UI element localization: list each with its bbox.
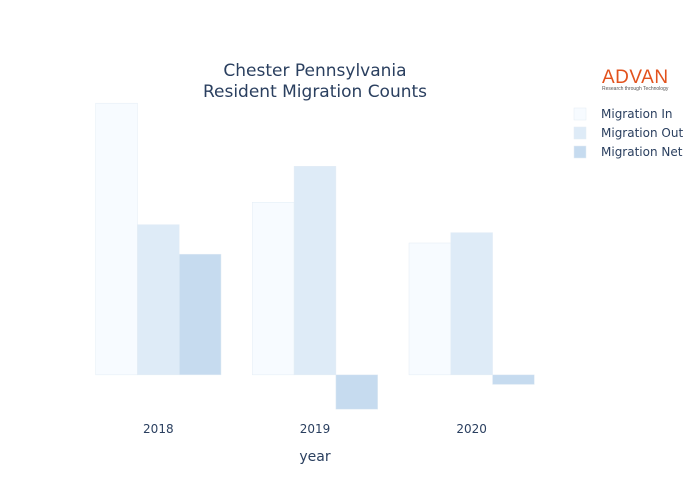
chart-title-line-1: Chester Pennsylvania bbox=[223, 61, 406, 81]
chart-title: Chester Pennsylvania Resident Migration … bbox=[203, 61, 427, 102]
legend-item[interactable]: Migration Net bbox=[573, 145, 683, 159]
bar-migration-in-2018 bbox=[95, 102, 138, 376]
legend-swatch bbox=[573, 126, 587, 140]
chart-title-line-2: Resident Migration Counts bbox=[203, 82, 427, 102]
x-axis-title: year bbox=[299, 449, 330, 465]
bar-migration-net-2019 bbox=[335, 374, 378, 410]
plot-area bbox=[95, 102, 535, 410]
logo-tagline: Research through Technology bbox=[602, 86, 669, 92]
bar-migration-out-2019 bbox=[293, 166, 337, 376]
legend: Migration In Migration Out Migration Net bbox=[573, 107, 683, 159]
legend-item[interactable]: Migration Out bbox=[573, 126, 683, 140]
advan-logo: ADVAN Research through Technology bbox=[602, 67, 669, 92]
x-tick-label: 2019 bbox=[300, 422, 331, 436]
legend-label: Migration Net bbox=[601, 145, 683, 159]
legend-item[interactable]: Migration In bbox=[573, 107, 673, 121]
x-axis-ticks: 2018 2019 2020 bbox=[143, 422, 487, 436]
bar-migration-net-2020 bbox=[492, 374, 535, 385]
legend-swatch bbox=[573, 145, 587, 159]
bar-migration-in-2020 bbox=[408, 242, 452, 376]
bar-migration-out-2018 bbox=[137, 224, 180, 376]
bar-migration-in-2019 bbox=[252, 202, 295, 376]
legend-label: Migration In bbox=[601, 107, 673, 121]
logo-wordmark: ADVAN bbox=[602, 67, 669, 88]
bar-migration-out-2020 bbox=[450, 232, 493, 376]
x-tick-label: 2018 bbox=[143, 422, 174, 436]
x-tick-label: 2020 bbox=[456, 422, 487, 436]
legend-label: Migration Out bbox=[601, 126, 683, 140]
bar-migration-net-2018 bbox=[178, 253, 222, 376]
legend-swatch bbox=[573, 107, 587, 121]
